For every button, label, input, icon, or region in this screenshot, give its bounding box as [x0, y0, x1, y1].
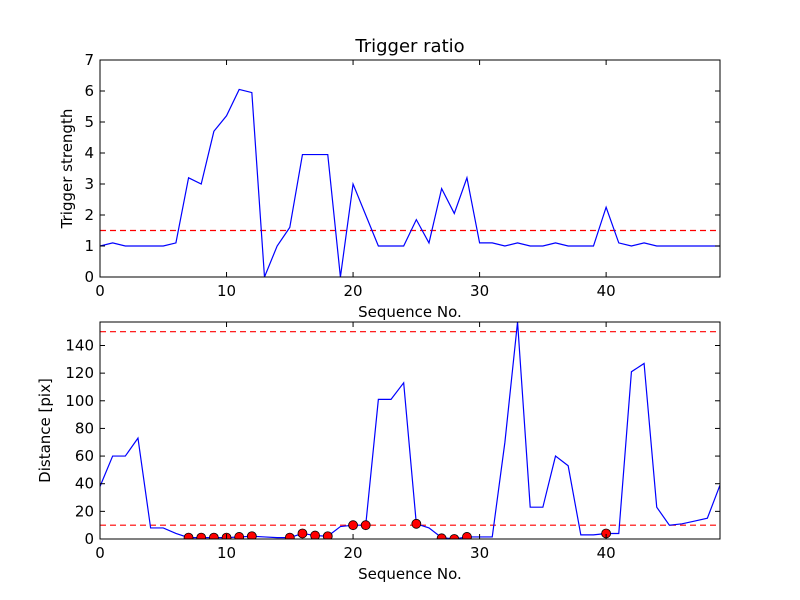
x-tick-label: 20 [344, 544, 363, 562]
x-tick-label: 40 [597, 544, 616, 562]
y-tick-label: 80 [75, 419, 94, 437]
data-marker-9 [322, 531, 333, 539]
data-marker-14 [449, 534, 460, 539]
x-tick-label: 40 [597, 282, 616, 300]
data-layer [100, 88, 720, 277]
y-tick-label: 6 [84, 82, 94, 100]
data-marker-1 [196, 532, 207, 539]
data-marker-10 [348, 520, 358, 531]
y-tick-label: 140 [65, 336, 94, 354]
x-axis-label: Sequence No. [358, 565, 462, 583]
y-tick-label: 40 [75, 475, 94, 493]
data-marker-5 [246, 531, 257, 539]
plot-frame [99, 321, 721, 540]
data-marker-2 [208, 532, 219, 539]
y-tick-label: 20 [75, 502, 94, 520]
series-line [100, 88, 720, 277]
x-tick-label: 20 [344, 282, 363, 300]
y-tick-label: 4 [84, 144, 94, 162]
y-tick-label: 0 [84, 268, 94, 286]
y-tick-label: 100 [65, 392, 94, 410]
data-layer [100, 322, 720, 539]
data-marker-8 [310, 530, 321, 539]
y-tick-label: 1 [84, 237, 94, 255]
series-line [100, 322, 720, 539]
x-tick-label: 30 [470, 282, 489, 300]
y-tick-label: 60 [75, 447, 94, 465]
x-tick-label: 0 [95, 282, 105, 300]
chart-title: Trigger ratio [354, 36, 464, 57]
data-marker-12 [411, 518, 422, 529]
x-tick-label: 30 [470, 544, 489, 562]
y-axis-label: Trigger strength [58, 109, 76, 230]
plot-frame [99, 59, 721, 278]
x-tick-label: 10 [217, 282, 236, 300]
y-tick-label: 2 [84, 206, 94, 224]
data-marker-11 [360, 520, 371, 531]
y-tick-label: 5 [84, 113, 94, 131]
data-marker-13 [436, 533, 447, 539]
data-marker-6 [284, 532, 295, 539]
trigger-ratio-chart: Trigger ratio 0 10 20 30 40 0 1 2 3 4 5 6 7 Sequence N… [58, 36, 721, 321]
y-tick-label: 120 [65, 364, 94, 382]
x-tick-label: 0 [95, 544, 105, 562]
data-marker-4 [234, 532, 245, 539]
y-tick-label: 3 [84, 175, 94, 193]
data-marker-7 [297, 528, 308, 539]
data-marker-15 [462, 532, 472, 539]
distance-chart: 0 10 20 30 40 0 20 40 60 80 100 120 140 Sequence No. D… [36, 321, 721, 583]
y-axis-label: Distance [pix] [36, 378, 54, 483]
x-axis-label: Sequence No. [358, 303, 462, 321]
data-marker-0 [183, 532, 194, 539]
x-tick-label: 10 [217, 544, 236, 562]
y-tick-label: 0 [84, 530, 94, 548]
y-tick-label: 7 [84, 51, 94, 69]
